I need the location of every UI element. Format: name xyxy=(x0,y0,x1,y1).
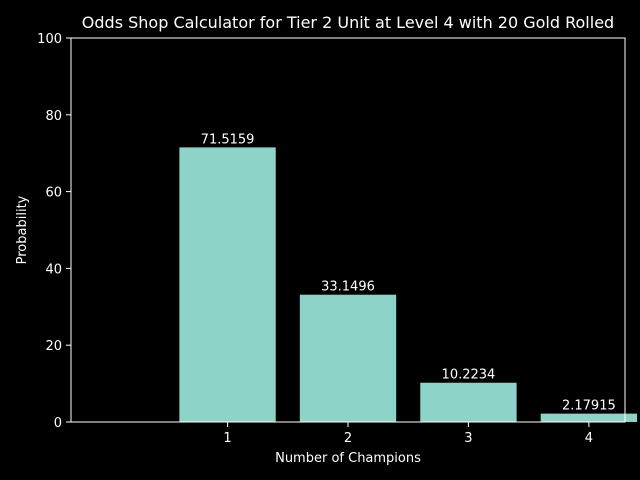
bar-value-label-1: 71.5159 xyxy=(201,132,255,147)
y-axis-label: Probability xyxy=(15,195,30,264)
plot-frame xyxy=(70,37,626,423)
bar-value-label-3: 10.2234 xyxy=(442,368,496,383)
x-tick-label-4: 4 xyxy=(585,431,593,446)
bar-4 xyxy=(540,413,638,422)
bar-3 xyxy=(420,382,517,422)
x-tick-label-3: 3 xyxy=(464,431,472,446)
x-tick-label-1: 1 xyxy=(223,431,231,446)
bar-value-label-4: 2.17915 xyxy=(562,399,616,414)
bars-group xyxy=(179,147,638,422)
y-tick-label-100: 100 xyxy=(37,32,62,47)
bar-1 xyxy=(179,147,276,422)
y-tick-label-80: 80 xyxy=(45,109,62,124)
y-tick-label-0: 0 xyxy=(54,416,62,431)
bar-2 xyxy=(299,294,397,422)
y-axis-ticks: 0 20 40 60 80 100 xyxy=(37,32,71,431)
y-tick-label-20: 20 xyxy=(45,339,62,354)
y-tick-label-40: 40 xyxy=(45,262,62,277)
x-axis-ticks: 1 2 3 4 xyxy=(223,422,593,446)
y-tick-label-60: 60 xyxy=(45,186,62,201)
x-tick-label-2: 2 xyxy=(344,431,352,446)
bar-value-label-2: 33.1496 xyxy=(321,280,375,295)
x-axis-label: Number of Champions xyxy=(275,451,421,466)
bar-labels-group: 71.5159 33.1496 10.2234 2.17915 xyxy=(201,132,616,413)
chart-title: Odds Shop Calculator for Tier 2 Unit at … xyxy=(82,13,614,32)
